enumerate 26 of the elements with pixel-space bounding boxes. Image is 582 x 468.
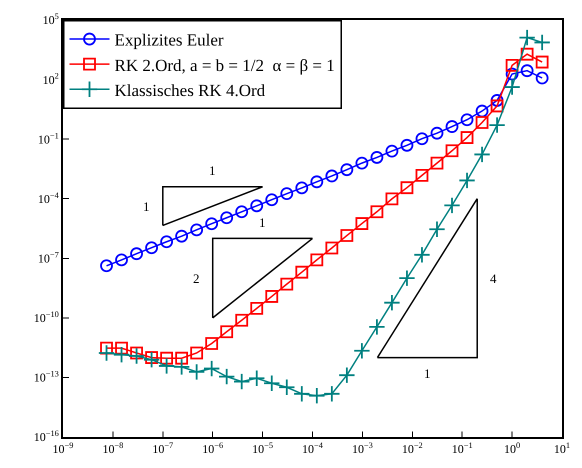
- x-tick-label: 10$^{−1}$: [452, 441, 473, 456]
- x-tick-label: 10$^{0}$: [504, 441, 520, 456]
- y-tick-label: 10$^{−13}$: [34, 370, 59, 385]
- y-tick-label: 10$^{5}$: [42, 12, 59, 28]
- y-tick-label: 10$^{−7}$: [38, 250, 59, 266]
- annotation: 1: [143, 199, 150, 214]
- annotation: 1: [259, 215, 266, 230]
- y-tick-label: 10$^{2}$: [42, 72, 59, 87]
- y-tick-label: 10$^{−10}$: [34, 310, 59, 326]
- y-tick-label: 10$^{−1}$: [38, 131, 59, 146]
- legend-label: Klassisches RK 4.Ord: [114, 80, 266, 100]
- x-tick-label: 10$^{−3}$: [352, 441, 373, 456]
- legend-label: Explizites Euler: [114, 30, 224, 50]
- x-tick-label: 10$^{−8}$: [102, 441, 124, 456]
- annotation: 1: [209, 163, 216, 178]
- x-tick-label: 10$^{−2}$: [402, 441, 423, 456]
- x-tick-label: 10$^{−6}$: [202, 441, 224, 456]
- annotation: 4: [490, 271, 497, 286]
- annotation: 2: [193, 271, 200, 286]
- x-tick-label: 10$^{−4}$: [302, 441, 324, 456]
- y-tick-label: 10$^{−4}$: [38, 190, 60, 206]
- annotation: 1: [424, 366, 430, 381]
- legend-label: RK 2.Ord, a = b = 1/2 α = β = 1: [114, 56, 335, 75]
- x-tick-label: 10$^{−7}$: [152, 441, 174, 456]
- x-tick-label: 10$^{1}$: [554, 441, 570, 456]
- x-tick-label: 10$^{−5}$: [252, 441, 274, 456]
